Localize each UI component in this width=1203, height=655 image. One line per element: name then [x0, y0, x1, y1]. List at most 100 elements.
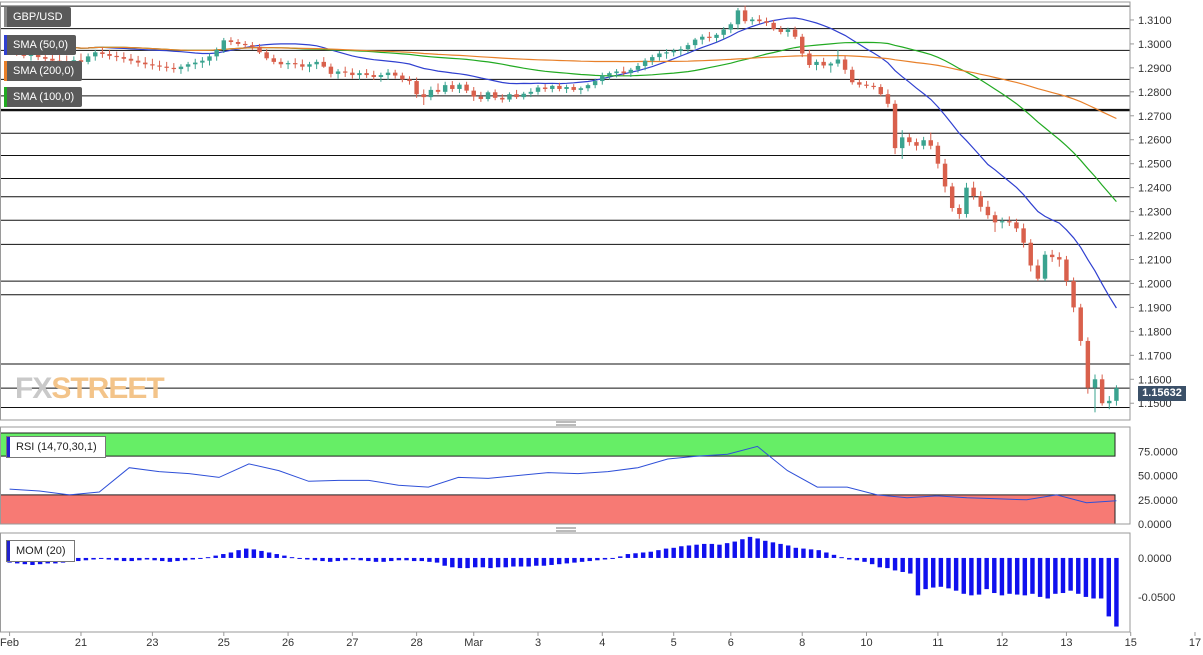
mom-bar: [228, 552, 234, 558]
candle-bear: [992, 215, 998, 223]
candle-bear: [1014, 222, 1019, 229]
time-tick-label: 17: [1189, 637, 1201, 649]
mom-bar: [434, 557, 440, 563]
candle-bear: [328, 66, 334, 74]
mom-bar: [450, 557, 455, 568]
rsi-overbought-zone: [0, 432, 1116, 457]
mom-bar: [1114, 557, 1119, 627]
mom-bar: [648, 551, 653, 558]
mom-bar: [160, 557, 165, 562]
mom-bar: [121, 557, 127, 562]
mom-bar: [503, 557, 508, 568]
sma50-label[interactable]: SMA (50,0): [4, 35, 77, 55]
mom-bar: [732, 541, 737, 558]
candle-bull: [614, 71, 619, 74]
mom-bar: [289, 557, 295, 559]
mom-bar: [946, 557, 951, 589]
mom-bar: [343, 557, 348, 561]
candle-bear: [864, 84, 869, 86]
candle-bear: [771, 22, 776, 30]
candle-bear: [228, 40, 234, 43]
candle-bear: [243, 43, 248, 46]
rsi-label[interactable]: RSI (14,70,30,1): [6, 436, 106, 458]
mom-bar: [862, 557, 867, 562]
mom-bar: [808, 549, 814, 558]
rsi-tick-label: 75.0000: [1138, 446, 1178, 458]
sma100-label[interactable]: SMA (100,0): [4, 87, 83, 107]
mom-bar: [831, 554, 837, 558]
mom-bar: [595, 557, 600, 561]
candle-bull: [1042, 254, 1048, 279]
candle-bear: [1071, 281, 1076, 308]
mom-bar: [900, 557, 905, 572]
mom-bar: [587, 557, 592, 562]
symbol-label[interactable]: GBP/USD: [4, 7, 71, 27]
candle-bull: [685, 45, 691, 50]
candle-bull: [999, 221, 1005, 223]
candle-bull: [550, 85, 555, 89]
sma-lines: [9, 17, 1117, 309]
mom-bar: [205, 557, 211, 559]
time-tick-label: 4: [599, 637, 605, 649]
candle-bull: [814, 61, 819, 65]
candle-bear: [264, 52, 269, 59]
mom-tick-label: 0.0000: [1138, 553, 1172, 565]
candle-bear: [871, 85, 876, 88]
mom-bar: [274, 554, 279, 558]
mom-bar: [473, 557, 478, 568]
price-tick-label: 1.2500: [1138, 159, 1172, 171]
mom-bar: [488, 557, 493, 569]
mom-label[interactable]: MOM (20): [6, 540, 75, 562]
candle-bear: [35, 53, 41, 58]
time-tick-label: 25: [218, 637, 230, 649]
mom-bar: [702, 543, 707, 558]
candle-bull: [357, 73, 362, 76]
mom-bar: [98, 557, 104, 559]
candle-bear: [421, 94, 426, 98]
candle-bull: [457, 84, 462, 89]
panel-frame: [0, 1, 1131, 421]
mom-bar: [763, 540, 768, 558]
rsi-oversold-zone: [0, 494, 1116, 525]
candle-bear: [364, 73, 369, 76]
mom-bar: [511, 557, 516, 567]
mom-bar: [694, 544, 699, 558]
price-tick-label: 1.3100: [1138, 15, 1172, 27]
candle-bull: [600, 75, 605, 82]
candle-bear: [764, 21, 769, 23]
candle-bear: [842, 59, 848, 70]
mom-bar: [984, 557, 989, 590]
mom-bar: [953, 557, 959, 591]
sma200-label[interactable]: SMA (200,0): [4, 61, 83, 81]
price-tick-label: 1.2600: [1138, 135, 1172, 147]
time-tick-label: 15: [1125, 637, 1137, 649]
mom-bar: [556, 557, 562, 565]
mom-bar: [358, 557, 363, 561]
mom-bar: [167, 557, 173, 562]
candle-bear: [1049, 254, 1055, 258]
mom-bar: [915, 557, 921, 596]
candle-bull: [507, 94, 512, 100]
candle-bull: [528, 91, 534, 94]
candle-bull: [428, 89, 434, 98]
panel-frame: [0, 532, 1131, 633]
candle-bear: [949, 186, 955, 209]
mom-bar: [83, 557, 89, 561]
price-tick-label: 1.1900: [1138, 302, 1172, 314]
candle-bear: [778, 29, 784, 32]
candle-bear: [1021, 228, 1026, 243]
price-tick-label: 1.2200: [1138, 231, 1172, 243]
mom-bar: [411, 557, 417, 562]
mom-bar: [312, 557, 318, 561]
candle-bear: [128, 58, 134, 61]
candle-bull: [85, 56, 91, 62]
mom-bar: [442, 557, 447, 566]
sma100-swatch: [4, 87, 7, 107]
mom-bar: [198, 557, 203, 559]
mom-bar: [526, 557, 531, 567]
mom-bar: [549, 557, 554, 565]
price-grid: [0, 2, 1130, 420]
candle-bull: [93, 52, 98, 57]
mom-bar: [465, 557, 470, 569]
candle-bull: [835, 59, 841, 64]
